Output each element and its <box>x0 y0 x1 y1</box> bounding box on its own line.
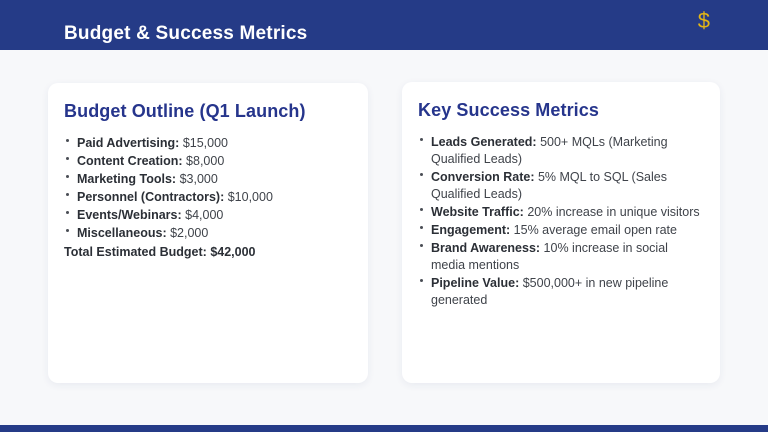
item-label: Events/Webinars: <box>77 208 182 222</box>
item-label: Brand Awareness: <box>431 241 541 255</box>
dollar-icon: $ <box>697 8 710 33</box>
total-label: Total Estimated Budget: <box>64 245 207 259</box>
item-value: $10,000 <box>224 190 273 204</box>
list-item: Paid Advertising: $15,000 <box>64 135 352 152</box>
budget-card-title: Budget Outline (Q1 Launch) <box>64 101 306 121</box>
item-label: Conversion Rate: <box>431 170 535 184</box>
list-item: Content Creation: $8,000 <box>64 153 352 170</box>
total-value: $42,000 <box>206 245 256 259</box>
total-budget-line: Total Estimated Budget: $42,000 <box>64 244 352 261</box>
key-success-metrics-card: Key Success Metrics Leads Generated: 500… <box>402 82 720 383</box>
list-item: Miscellaneous: $2,000 <box>64 225 352 242</box>
header-bar: Budget & Success Metrics $ <box>0 0 768 50</box>
budget-outline-card: Budget Outline (Q1 Launch) Paid Advertis… <box>48 83 368 383</box>
page-title: Budget & Success Metrics <box>64 23 308 44</box>
item-value: 15% average email open rate <box>510 223 677 237</box>
list-item: Marketing Tools: $3,000 <box>64 171 352 188</box>
item-label: Marketing Tools: <box>77 172 177 186</box>
list-item: Events/Webinars: $4,000 <box>64 207 352 224</box>
list-item: Brand Awareness: 10% increase in social … <box>418 240 704 274</box>
item-value: 10% increase in social media mentions <box>431 241 668 272</box>
item-value: 20% increase in unique visitors <box>523 205 700 219</box>
footer-accent-bar <box>0 425 768 432</box>
list-item: Conversion Rate: 5% MQL to SQL (Sales Qu… <box>418 169 704 203</box>
item-label: Miscellaneous: <box>77 226 167 240</box>
item-value: $15,000 <box>179 136 229 150</box>
metrics-list: Leads Generated: 500+ MQLs (Marketing Qu… <box>418 134 704 309</box>
item-value: $500,000+ in new pipeline generated <box>431 276 669 307</box>
list-item: Personnel (Contractors): $10,000 <box>64 189 352 206</box>
budget-list: Paid Advertising: $15,000 Content Creati… <box>64 135 352 242</box>
metrics-card-title: Key Success Metrics <box>418 100 600 120</box>
item-value: $8,000 <box>182 154 225 168</box>
item-label: Personnel (Contractors): <box>77 190 225 204</box>
item-label: Content Creation: <box>77 154 183 168</box>
item-label: Engagement: <box>431 223 511 237</box>
item-label: Paid Advertising: <box>77 136 180 150</box>
item-label: Pipeline Value: <box>431 276 520 290</box>
list-item: Pipeline Value: $500,000+ in new pipelin… <box>418 275 704 309</box>
item-value: 5% MQL to SQL (Sales Qualified Leads) <box>431 170 667 201</box>
item-value: $3,000 <box>176 172 218 186</box>
item-label: Leads Generated: <box>431 135 537 149</box>
list-item: Leads Generated: 500+ MQLs (Marketing Qu… <box>418 134 704 168</box>
item-value: $2,000 <box>166 226 209 240</box>
item-label: Website Traffic: <box>431 205 524 219</box>
item-value: 500+ MQLs (Marketing Qualified Leads) <box>431 135 668 166</box>
item-value: $4,000 <box>181 208 224 222</box>
list-item: Engagement: 15% average email open rate <box>418 222 704 239</box>
list-item: Website Traffic: 20% increase in unique … <box>418 204 704 221</box>
